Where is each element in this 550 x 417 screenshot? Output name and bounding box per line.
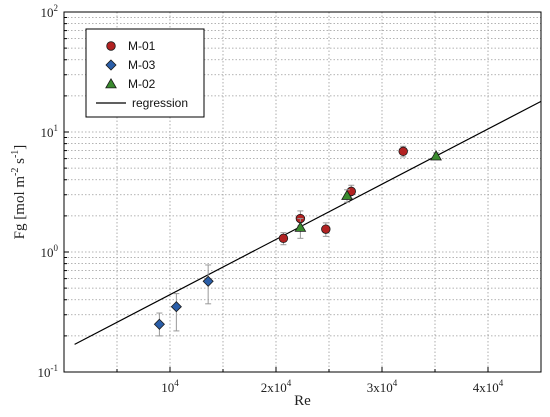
legend: M-01 M-03 M-02 regression bbox=[85, 28, 205, 118]
legend-swatch-m-03 bbox=[105, 59, 117, 71]
y-tick-label: 10-1 bbox=[38, 363, 59, 380]
legend-swatch-m-02 bbox=[105, 77, 117, 89]
y-axis-title: Fg [mol m-2 s-1] bbox=[10, 145, 28, 240]
legend-label: M-01 bbox=[128, 39, 156, 53]
data-point bbox=[430, 150, 442, 161]
legend-label: M-03 bbox=[128, 58, 156, 72]
data-point bbox=[341, 189, 353, 200]
data-point bbox=[202, 275, 214, 287]
y-tick-label: 101 bbox=[41, 123, 59, 140]
legend-label: M-02 bbox=[128, 77, 156, 91]
axis-ticks: 104 2x104 3x104 4x104 10-1 100 101 102 bbox=[38, 3, 542, 395]
plot-area-frame bbox=[63, 11, 542, 373]
regression-layer bbox=[74, 100, 542, 345]
data-points-layer bbox=[153, 145, 442, 337]
legend-swatch-m-01 bbox=[106, 41, 116, 51]
regression-line bbox=[74, 100, 542, 345]
y-axis-title-text: Fg [mol m-2 s-1] bbox=[10, 145, 28, 240]
data-point bbox=[398, 146, 408, 157]
x-axis-title: Re bbox=[294, 393, 311, 409]
y-tick-label: 102 bbox=[41, 3, 59, 20]
data-point bbox=[153, 318, 165, 330]
x-tick-label: 3x104 bbox=[367, 378, 398, 395]
data-point bbox=[278, 233, 289, 244]
y-tick-label: 100 bbox=[41, 243, 59, 260]
series-m-03 bbox=[153, 264, 214, 337]
legend-box bbox=[85, 28, 205, 118]
data-point bbox=[321, 224, 331, 234]
grid-lines bbox=[64, 12, 541, 372]
data-point bbox=[170, 301, 182, 313]
series-m-02 bbox=[294, 150, 442, 239]
data-point bbox=[294, 221, 307, 232]
x-tick-label: 4x104 bbox=[473, 378, 504, 395]
legend-label: regression bbox=[132, 96, 188, 110]
x-tick-label: 2x104 bbox=[261, 378, 292, 395]
x-tick-label: 104 bbox=[161, 378, 179, 395]
